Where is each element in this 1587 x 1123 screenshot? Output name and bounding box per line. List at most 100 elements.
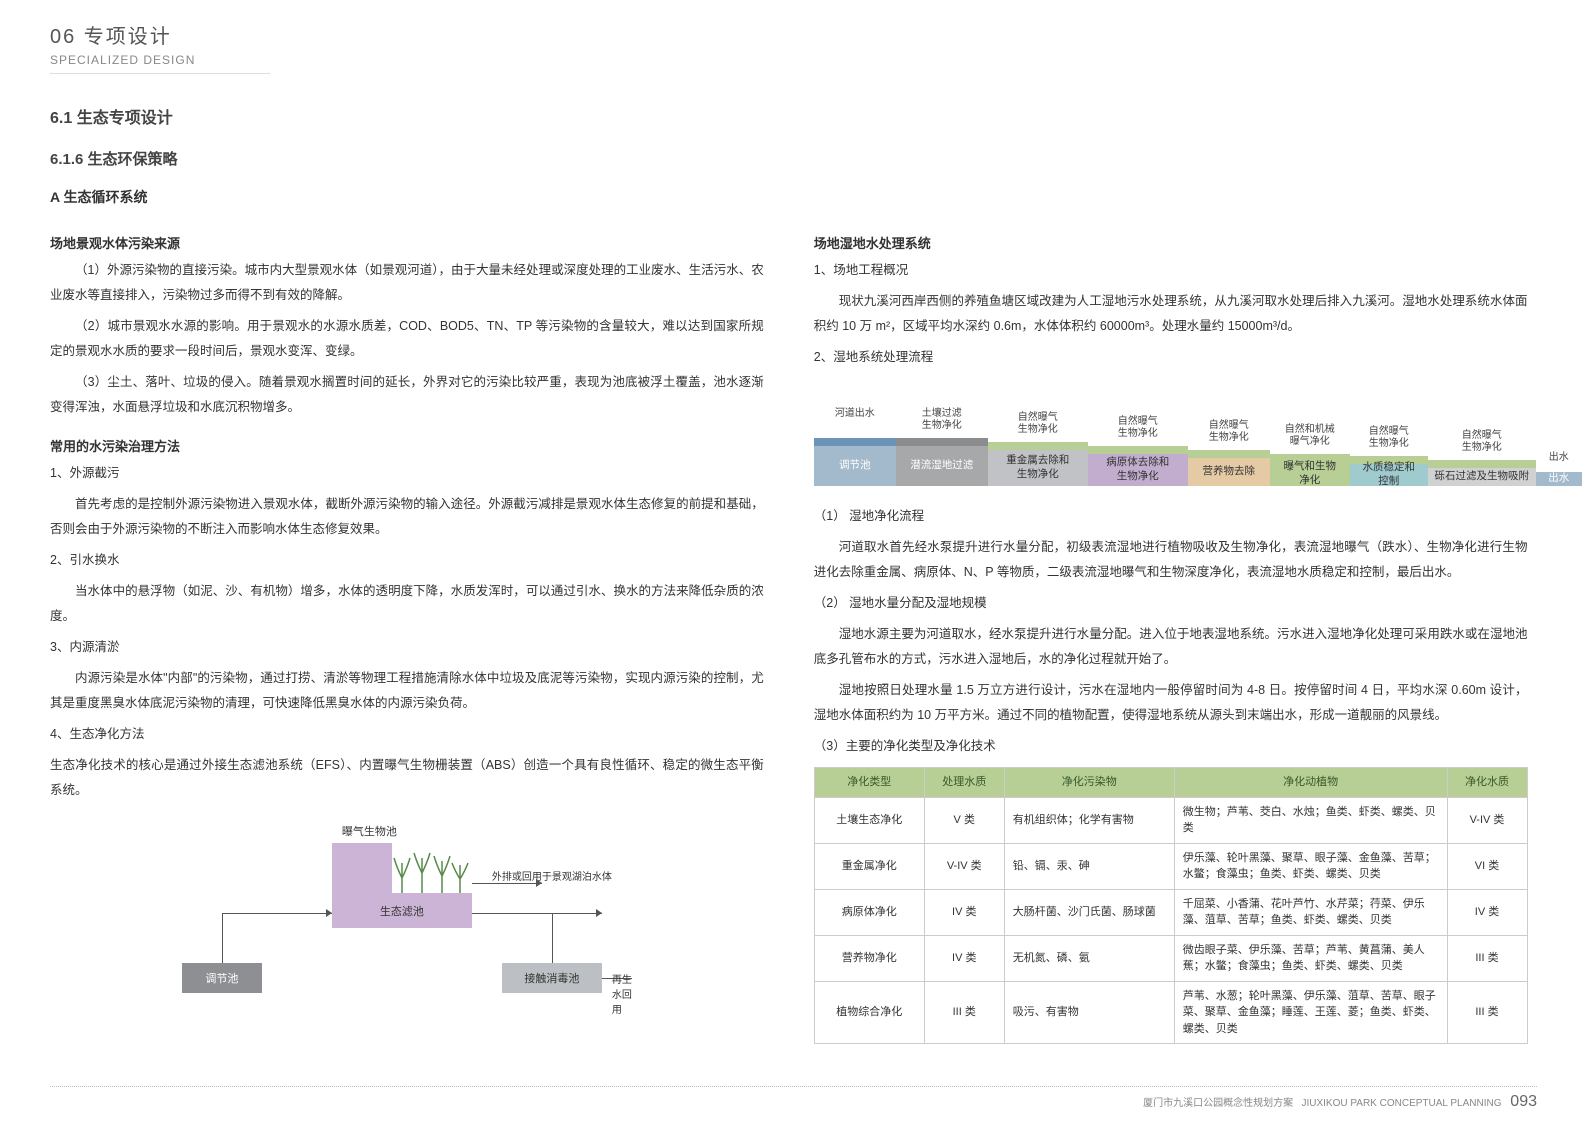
plants-icon [392, 843, 472, 893]
s3-t: （1） 湿地净化流程 [814, 504, 1528, 529]
flow-step-2: 重金属去除和 生物净化 [988, 450, 1088, 486]
table-cell: IV 类 [924, 889, 1004, 935]
table-cell: 吸污、有害物 [1004, 981, 1174, 1044]
table-header-2: 净化污染物 [1004, 768, 1174, 798]
flow-cap-1: 土壤过滤 生物净化 [896, 408, 988, 432]
chapter-subtitle-en: SPECIALIZED DESIGN [50, 53, 270, 74]
out-label-1: 外排或回用于景观湖泊水体 [492, 868, 612, 883]
table-cell: IV 类 [1447, 889, 1527, 935]
table-cell: V 类 [924, 797, 1004, 843]
flow-cap-strip-1 [896, 438, 988, 446]
heading-6-1: 6.1 生态专项设计 [50, 104, 1537, 128]
table-row: 土壤生态净化V 类有机组织体；化学有害物微生物；芦苇、茭白、水烛；鱼类、虾类、螺… [814, 797, 1527, 843]
s4-p1: 湿地水源主要为河道取水，经水泵提升进行水量分配。进入位于地表湿地系统。污水进入湿… [814, 622, 1528, 672]
table-cell: IV 类 [924, 935, 1004, 981]
flow-out-cap: 出水 [1536, 452, 1582, 464]
right-column: 场地湿地水处理系统 1、场地工程概况 现状九溪河西岸西侧的养殖鱼塘区域改建为人工… [814, 217, 1528, 1044]
flow-cap-strip-2 [988, 442, 1088, 450]
m1-p: 首先考虑的是控制外源污染物进入景观水体，截断外源污染物的输入途径。外源截污减排是… [50, 492, 764, 542]
disinfect-box: 接触消毒池 [502, 963, 602, 993]
table-cell: VI 类 [1447, 843, 1527, 889]
page-footer: 厦门市九溪口公园概念性规划方案 JIUXIKOU PARK CONCEPTUAL… [50, 1086, 1537, 1111]
flow-step-0: 调节池 [814, 446, 896, 486]
table-header-4: 净化水质 [1447, 768, 1527, 798]
table-cell: 无机氮、磷、氨 [1004, 935, 1174, 981]
table-cell: 微齿眼子菜、伊乐藻、苦草；芦苇、黄菖蒲、美人蕉；水鳖；食藻虫；鱼类、虾类、螺类、… [1174, 935, 1447, 981]
flow-step-1: 潜流湿地过滤 [896, 446, 988, 486]
m3-t: 3、内源清淤 [50, 635, 764, 660]
left-p2: （2）城市景观水水源的影响。用于景观水的水源水质差，COD、BOD5、TN、TP… [50, 314, 764, 364]
flow-cap-3: 自然曝气 生物净化 [1088, 416, 1188, 440]
table-cell: 植物综合净化 [814, 981, 924, 1044]
table-row: 病原体净化IV 类大肠杆菌、沙门氏菌、肠球菌千屈菜、小香蒲、花叶芦竹、水芹菜；荇… [814, 889, 1527, 935]
flow-cap-strip-3 [1088, 446, 1188, 454]
left-column: 场地景观水体污染来源 （1）外源污染物的直接污染。城市内大型景观水体（如景观河道… [50, 217, 764, 1044]
process-diagram: 曝气生物池 生态滤池 调节池 接触消毒池 [182, 823, 632, 1023]
table-cell: III 类 [1447, 935, 1527, 981]
main-columns: 场地景观水体污染来源 （1）外源污染物的直接污染。城市内大型景观水体（如景观河道… [50, 217, 1537, 1044]
s3-p: 河道取水首先经水泵提升进行水量分配，初级表流湿地进行植物吸收及生物净化，表流湿地… [814, 535, 1528, 585]
tank-box: 调节池 [182, 963, 262, 993]
flow-cap-strip-0 [814, 438, 896, 446]
heading-6-1-6: 6.1.6 生态环保策略 [50, 148, 1537, 169]
s5-t: （3）主要的净化类型及净化技术 [814, 734, 1528, 759]
table-cell: III 类 [1447, 981, 1527, 1044]
left-p1: （1）外源污染物的直接污染。城市内大型景观水体（如景观河道），由于大量未经处理或… [50, 258, 764, 308]
table-cell: 微生物；芦苇、茭白、水烛；鱼类、虾类、螺类、贝类 [1174, 797, 1447, 843]
table-header-3: 净化动植物 [1174, 768, 1447, 798]
flow-cap-2: 自然曝气 生物净化 [988, 412, 1088, 436]
s1-t: 1、场地工程概况 [814, 258, 1528, 283]
table-cell: V-IV 类 [924, 843, 1004, 889]
heading-a: A 生态循环系统 [50, 187, 1537, 207]
flow-cap-strip-4 [1188, 450, 1270, 458]
table-header-0: 净化类型 [814, 768, 924, 798]
flow-cap-7: 自然曝气 生物净化 [1428, 430, 1536, 454]
m4-t: 4、生态净化方法 [50, 722, 764, 747]
flow-step-5: 曝气和生物 净化 [1270, 462, 1350, 486]
out-label-2: 再生水回用 [612, 971, 632, 1016]
flow-cap-5: 自然和机械 曝气净化 [1270, 424, 1350, 448]
flow-cap-4: 自然曝气 生物净化 [1188, 420, 1270, 444]
aeration-box [332, 843, 392, 893]
chapter-number: 06 专项设计 [50, 20, 1537, 49]
table-cell: 营养物净化 [814, 935, 924, 981]
table-cell: 伊乐藻、轮叶黑藻、聚草、眼子藻、金鱼藻、苦草；水鳖；食藻虫；鱼类、虾类、螺类、贝… [1174, 843, 1447, 889]
right-title-1: 场地湿地水处理系统 [814, 233, 1528, 252]
flow-cap-6: 自然曝气 生物净化 [1350, 426, 1428, 450]
table-cell: 病原体净化 [814, 889, 924, 935]
s4-t: （2） 湿地水量分配及湿地规模 [814, 591, 1528, 616]
table-cell: 芦苇、水葱；轮叶黑藻、伊乐藻、菹草、苦草、眼子菜、聚草、金鱼藻；睡莲、王莲、菱；… [1174, 981, 1447, 1044]
flow-cap-strip-7 [1428, 460, 1536, 468]
flow-step-4: 营养物去除 [1188, 458, 1270, 486]
flow-step-6: 水质稳定和 控制 [1350, 464, 1428, 486]
flow-cap-0: 河道出水 [814, 408, 896, 420]
purification-table: 净化类型处理水质净化污染物净化动植物净化水质 土壤生态净化V 类有机组织体；化学… [814, 767, 1528, 1044]
table-cell: 土壤生态净化 [814, 797, 924, 843]
flow-out: 出水 [1536, 472, 1582, 486]
m2-p: 当水体中的悬浮物（如泥、沙、有机物）增多，水体的透明度下降，水质发浑时，可以通过… [50, 579, 764, 629]
left-title-1: 场地景观水体污染来源 [50, 233, 764, 252]
page-header: 06 专项设计 SPECIALIZED DESIGN [50, 20, 1537, 74]
left-p3: （3）尘土、落叶、垃圾的侵入。随着景观水搁置时间的延长，外界对它的污染比较严重，… [50, 370, 764, 420]
table-cell: 大肠杆菌、沙门氏菌、肠球菌 [1004, 889, 1174, 935]
table-row: 营养物净化IV 类无机氮、磷、氨微齿眼子菜、伊乐藻、苦草；芦苇、黄菖蒲、美人蕉；… [814, 935, 1527, 981]
aeration-label: 曝气生物池 [342, 823, 397, 839]
left-title-2: 常用的水污染治理方法 [50, 436, 764, 455]
footer-cn: 厦门市九溪口公园概念性规划方案 [1143, 1098, 1293, 1109]
m4-p: 生态净化技术的核心是通过外接生态滤池系统（EFS）、内置曝气生物栅装置（ABS）… [50, 753, 764, 803]
m3-p: 内源污染是水体"内部"的污染物，通过打捞、清淤等物理工程措施清除水体中垃圾及底泥… [50, 666, 764, 716]
flow-step-3: 病原体去除和 生物净化 [1088, 454, 1188, 486]
table-cell: 千屈菜、小香蒲、花叶芦竹、水芹菜；荇菜、伊乐藻、菹草、苦草；鱼类、虾类、螺类、贝… [1174, 889, 1447, 935]
table-row: 植物综合净化III 类吸污、有害物芦苇、水葱；轮叶黑藻、伊乐藻、菹草、苦草、眼子… [814, 981, 1527, 1044]
m2-t: 2、引水换水 [50, 548, 764, 573]
s4-p2: 湿地按照日处理水量 1.5 万立方进行设计，污水在湿地内一般停留时间为 4-8 … [814, 678, 1528, 728]
table-header-1: 处理水质 [924, 768, 1004, 798]
m1-t: 1、外源截污 [50, 461, 764, 486]
page-number: 093 [1510, 1093, 1537, 1110]
table-row: 重金属净化V-IV 类铅、镉、汞、砷伊乐藻、轮叶黑藻、聚草、眼子藻、金鱼藻、苦草… [814, 843, 1527, 889]
table-cell: III 类 [924, 981, 1004, 1044]
table-cell: 有机组织体；化学有害物 [1004, 797, 1174, 843]
footer-en: JIUXIKOU PARK CONCEPTUAL PLANNING [1301, 1098, 1501, 1109]
s1-p: 现状九溪河西岸西侧的养殖鱼塘区域改建为人工湿地污水处理系统，从九溪河取水处理后排… [814, 289, 1528, 339]
filter-box: 生态滤池 [332, 893, 472, 928]
